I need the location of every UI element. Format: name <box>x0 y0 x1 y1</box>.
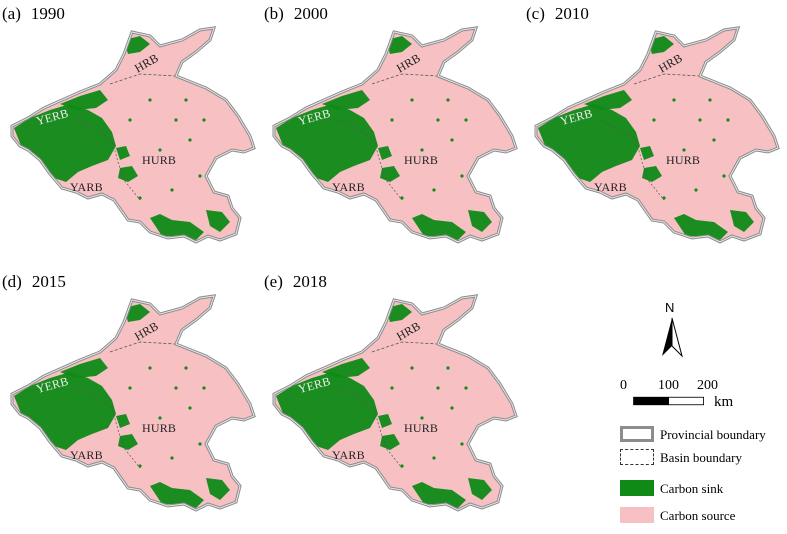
scale-bar <box>633 396 704 406</box>
legend: N 0 100 200 km Provincial boundary Basin… <box>620 300 787 534</box>
panel-tag: (e) <box>264 272 283 291</box>
panel-title: (b) 2000 <box>264 4 328 24</box>
map-panel: (d) 2015 HRB YERB HURB YARB <box>0 268 260 528</box>
panel-tag: (d) <box>2 272 22 291</box>
north-arrow-icon <box>662 317 683 358</box>
basin-label-hurb: HURB <box>404 421 439 435</box>
map-panel: (b) 2000 HRB YERB HURB YARB <box>262 0 522 260</box>
provincial-boundary-swatch <box>620 426 654 442</box>
map-panel: (e) 2018 HRB YERB HURB YARB <box>262 268 522 528</box>
panel-year: 2018 <box>292 272 327 291</box>
panel-tag: (b) <box>264 4 284 23</box>
legend-provincial-label: Provincial boundary <box>660 427 766 442</box>
legend-basin-label: Basin boundary <box>660 450 742 465</box>
basin-label-yarb: YARB <box>70 180 103 194</box>
map-panel: (a) 1990 HRB YERB HURB YARB <box>0 0 260 260</box>
basin-boundary-swatch <box>620 449 654 465</box>
panel-title: (d) 2015 <box>2 272 66 292</box>
basin-label-yarb: YARB <box>594 180 627 194</box>
basin-label-yarb: YARB <box>332 448 365 462</box>
legend-source-label: Carbon source <box>660 508 736 523</box>
basin-label-hurb: HURB <box>666 153 701 167</box>
scale-unit: km <box>714 394 734 410</box>
panel-tag: (a) <box>2 4 21 23</box>
panel-year: 2015 <box>31 272 66 291</box>
panel-tag: (c) <box>526 4 545 23</box>
panel-title: (c) 2010 <box>526 4 589 24</box>
panel-year: 1990 <box>30 4 65 23</box>
basin-label-hurb: HURB <box>142 421 177 435</box>
map-image <box>10 26 256 244</box>
panel-year: 2000 <box>293 4 328 23</box>
legend-sink-label: Carbon sink <box>660 481 724 496</box>
basin-label-hurb: HURB <box>404 153 439 167</box>
map-panel: (c) 2010 HRB YERB HURB YARB <box>524 0 784 260</box>
scale-tick-100: 100 <box>658 378 679 393</box>
panel-title: (e) 2018 <box>264 272 327 292</box>
map-image <box>534 26 780 244</box>
basin-label-yarb: YARB <box>70 448 103 462</box>
scale-tick-0: 0 <box>620 378 627 393</box>
panel-title: (a) 1990 <box>2 4 65 24</box>
north-label: N <box>665 300 675 315</box>
carbon-sink-swatch <box>620 480 654 496</box>
basin-label-hurb: HURB <box>142 153 177 167</box>
basin-label-yarb: YARB <box>332 180 365 194</box>
carbon-source-swatch <box>620 507 654 523</box>
map-image <box>10 294 256 512</box>
map-image <box>272 294 518 512</box>
map-image <box>272 26 518 244</box>
panel-year: 2010 <box>554 4 589 23</box>
scale-tick-200: 200 <box>697 378 718 393</box>
